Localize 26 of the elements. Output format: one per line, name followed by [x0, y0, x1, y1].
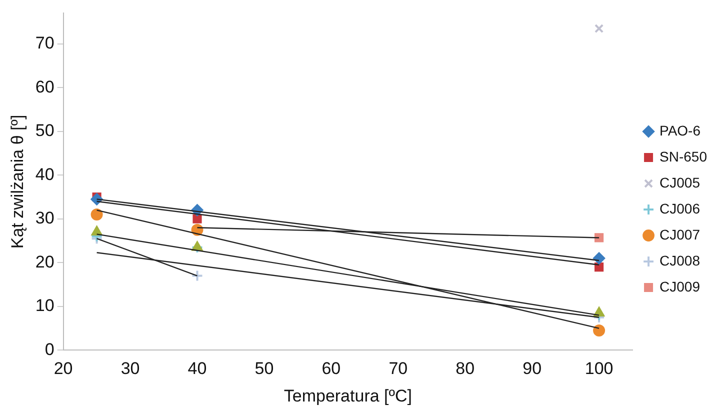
legend-label: CJ007 — [660, 226, 700, 242]
legend-label: CJ009 — [660, 278, 700, 294]
x-tick-label: 20 — [54, 359, 73, 378]
x-tick-label: 60 — [322, 359, 341, 378]
y-axis-title: Kąt zwilżania θ [º] — [8, 114, 27, 249]
x-tick-label: 70 — [388, 359, 408, 378]
legend-label: CJ006 — [660, 200, 700, 216]
x-tick-label: 30 — [120, 359, 140, 378]
x-tick-label: 100 — [584, 359, 614, 378]
y-tick-label: 10 — [35, 296, 54, 316]
x-tick-label: 90 — [522, 359, 542, 378]
y-tick-label: 60 — [35, 77, 54, 96]
x-tick-label: 80 — [456, 359, 475, 378]
y-tick-label: 40 — [35, 164, 54, 184]
legend-label: CJ008 — [660, 252, 700, 268]
x-tick-label: 50 — [254, 359, 274, 378]
x-tick-label: 40 — [188, 359, 207, 378]
legend-label: PAO-6 — [660, 122, 701, 138]
y-tick-label: 20 — [35, 252, 54, 272]
y-tick-label: 30 — [35, 208, 54, 228]
legend-label: CJ005 — [660, 174, 700, 190]
x-axis-title: Temperatura [ºC] — [284, 386, 412, 406]
y-tick-label: 0 — [44, 340, 54, 359]
y-tick-label: 70 — [35, 34, 54, 53]
y-tick-label: 50 — [35, 121, 54, 140]
legend-label: SN-650 — [660, 148, 708, 164]
